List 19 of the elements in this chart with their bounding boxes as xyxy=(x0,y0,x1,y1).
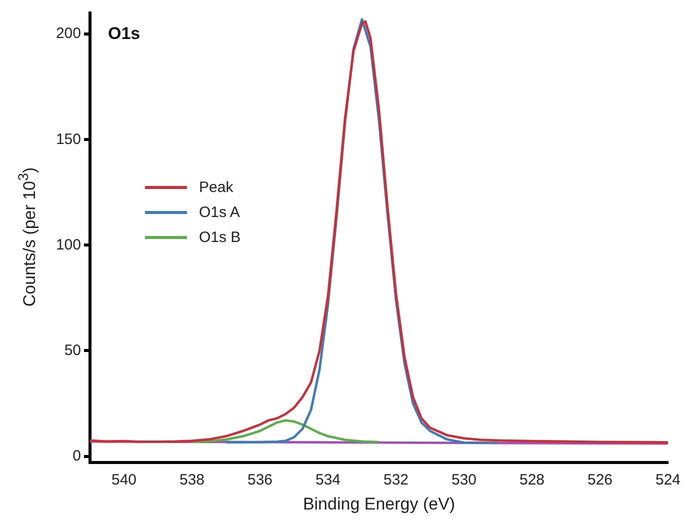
y-tick-label: 100 xyxy=(56,236,81,254)
x-axis-title: Binding Energy (eV) xyxy=(302,494,456,514)
legend-label: O1s A xyxy=(199,204,240,221)
text: O1s xyxy=(108,24,140,44)
x-tick-label: 540 xyxy=(111,472,137,489)
x-tick-label: 532 xyxy=(383,472,409,489)
x-tick-label: 538 xyxy=(179,472,205,489)
y-tick-label: 0 xyxy=(72,447,81,464)
y-tick-label: 50 xyxy=(64,342,81,359)
x-tick-label: 524 xyxy=(655,472,681,489)
x-tick-label: 526 xyxy=(587,472,613,489)
y-tick-label: 200 xyxy=(56,25,81,42)
y-tick-label: 150 xyxy=(56,130,81,148)
x-tick-label: 528 xyxy=(519,472,545,489)
x-tick-label: 530 xyxy=(451,472,477,489)
legend-label: O1s B xyxy=(199,229,241,246)
x-tick-label: 536 xyxy=(247,472,273,489)
x-tick-label: 534 xyxy=(315,472,341,489)
legend-label: Peak xyxy=(199,179,234,196)
